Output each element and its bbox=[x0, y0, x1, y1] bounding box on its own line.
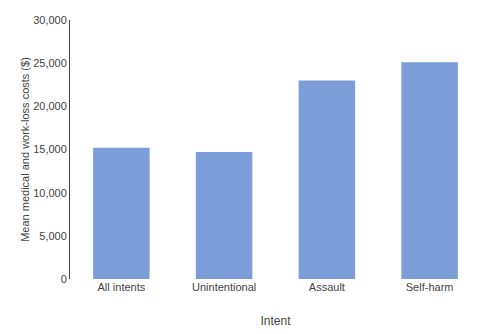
svg-text:5,000: 5,000 bbox=[39, 230, 67, 242]
svg-text:Assault: Assault bbox=[309, 281, 345, 293]
svg-text:Self-harm: Self-harm bbox=[406, 281, 454, 293]
svg-text:All intents: All intents bbox=[98, 281, 146, 293]
svg-text:10,000: 10,000 bbox=[33, 187, 67, 199]
svg-text:20,000: 20,000 bbox=[33, 100, 67, 112]
svg-text:Intent: Intent bbox=[260, 314, 291, 328]
svg-text:Mean medical and work-loss cos: Mean medical and work-loss costs ($) bbox=[19, 57, 31, 242]
svg-text:25,000: 25,000 bbox=[33, 57, 67, 69]
svg-text:15,000: 15,000 bbox=[33, 143, 67, 155]
svg-text:Unintentional: Unintentional bbox=[192, 281, 256, 293]
svg-text:0: 0 bbox=[61, 273, 67, 285]
svg-text:30,000: 30,000 bbox=[33, 14, 67, 26]
